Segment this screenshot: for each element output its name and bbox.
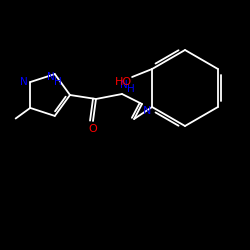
Text: H: H <box>127 84 135 94</box>
Text: O: O <box>88 124 98 134</box>
Text: HO: HO <box>114 77 132 87</box>
Text: N: N <box>120 80 128 90</box>
Text: N: N <box>47 72 55 82</box>
Text: N: N <box>143 106 151 116</box>
Text: H: H <box>54 77 62 87</box>
Text: N: N <box>20 77 28 87</box>
